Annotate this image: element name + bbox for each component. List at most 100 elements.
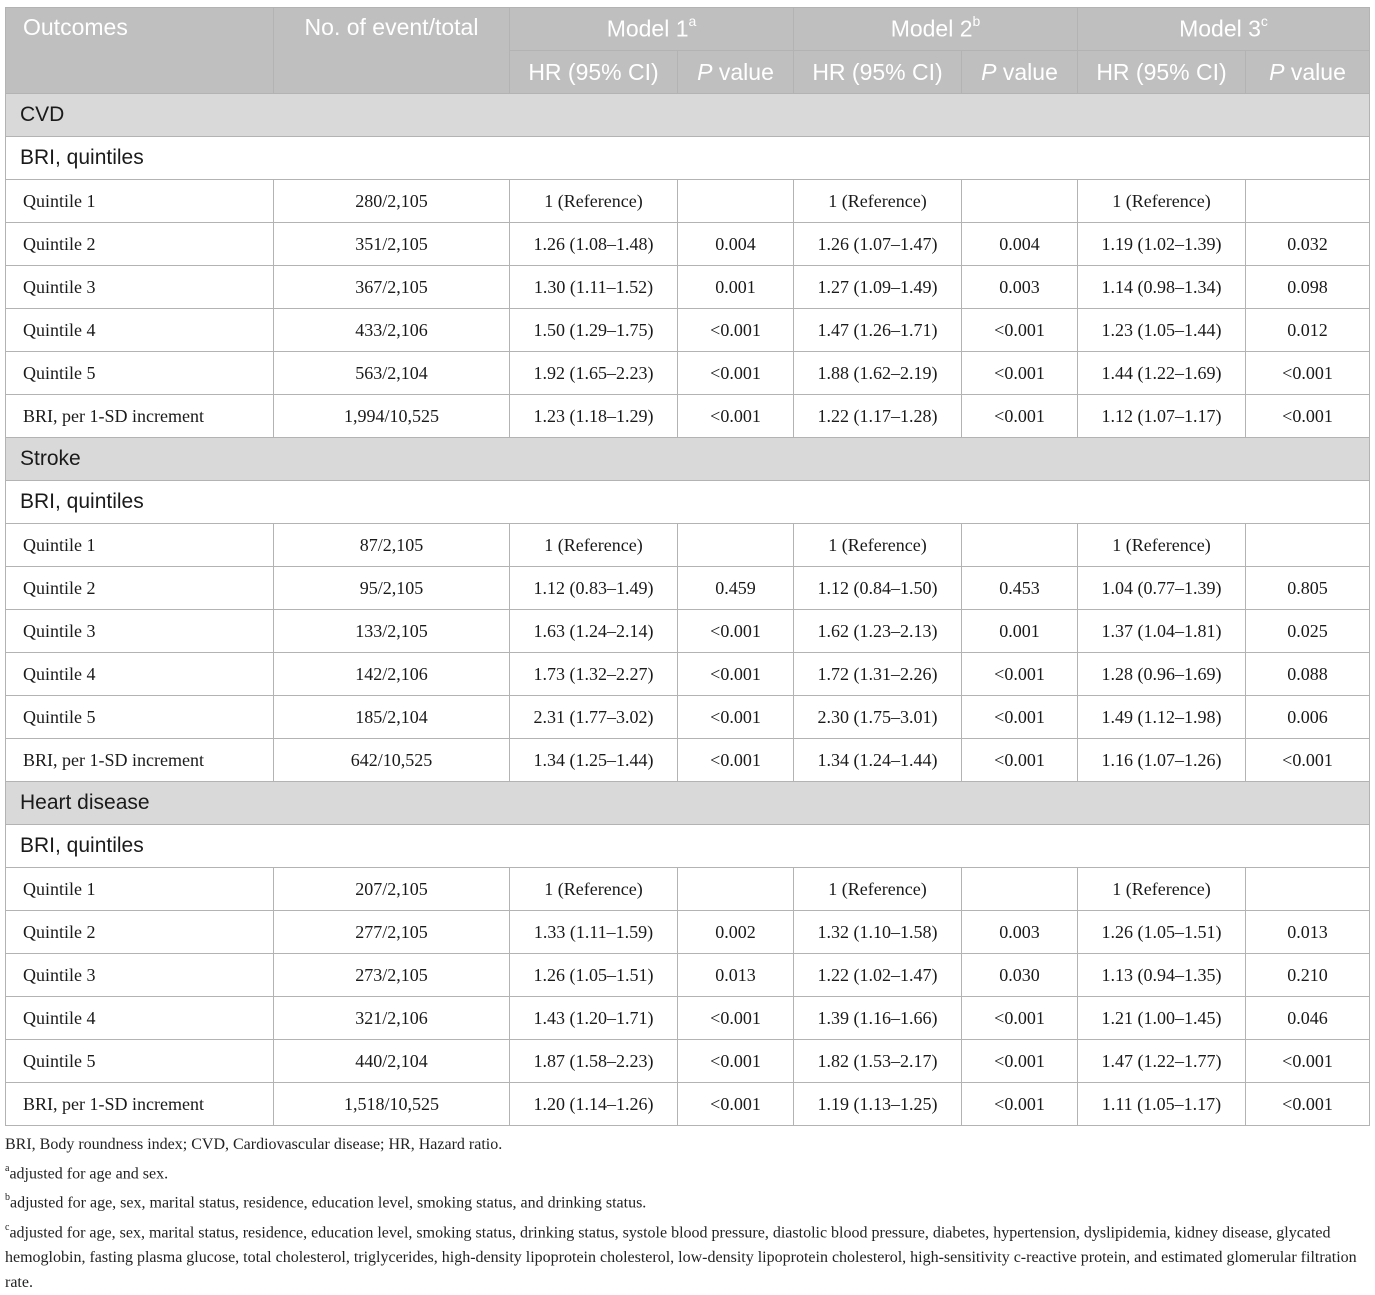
cell-p-value: 0.088 bbox=[1244, 652, 1371, 696]
header-outcomes: Outcomes bbox=[5, 7, 274, 94]
table-row: Quintile 5 185/2,104 2.31 (1.77–3.02) <0.00… bbox=[5, 695, 1371, 739]
row-label: Quintile 5 bbox=[5, 351, 274, 395]
hazard-ratio-table: Outcomes No. of event/total Model 1a Mod… bbox=[4, 7, 1371, 1126]
cell-p-value: <0.001 bbox=[677, 652, 794, 696]
row-label: Quintile 4 bbox=[5, 996, 274, 1040]
cell-hr: 1.20 (1.14–1.26) bbox=[509, 1082, 678, 1126]
cell-hr: 1 (Reference) bbox=[509, 523, 678, 567]
cell-hr: 1.27 (1.09–1.49) bbox=[793, 265, 962, 309]
row-label: Quintile 2 bbox=[5, 222, 274, 266]
header-row-metrics: HR (95% CI) P value HR (95% CI) P value … bbox=[6, 50, 1371, 94]
table-row: BRI, per 1-SD increment 1,994/10,525 1.23 … bbox=[5, 394, 1371, 438]
section-title: CVD bbox=[4, 93, 1371, 137]
cell-p-value: 0.006 bbox=[1244, 695, 1371, 739]
footnote-a-mark: a bbox=[5, 1163, 10, 1174]
cell-hr: 1.13 (0.94–1.35) bbox=[1077, 953, 1246, 997]
section-title: Heart disease bbox=[4, 781, 1371, 825]
cell-hr: 1.37 (1.04–1.81) bbox=[1077, 609, 1246, 653]
footnote-c-mark: c bbox=[5, 1221, 10, 1233]
subsection-title: BRI, quintiles bbox=[4, 824, 1371, 868]
row-events: 273/2,105 bbox=[273, 953, 510, 997]
header-row-models: Outcomes No. of event/total Model 1a Mod… bbox=[5, 7, 1371, 94]
section-row: Stroke bbox=[4, 437, 1371, 481]
cell-hr: 1.12 (1.07–1.17) bbox=[1077, 394, 1246, 438]
table-row: Quintile 3 273/2,105 1.26 (1.05–1.51) 0.013… bbox=[5, 953, 1371, 997]
cell-p-value: <0.001 bbox=[677, 394, 794, 438]
row-label: BRI, per 1-SD increment bbox=[5, 394, 274, 438]
cell-p-value: 0.004 bbox=[961, 222, 1078, 266]
cell-hr: 1.23 (1.05–1.44) bbox=[1077, 308, 1246, 352]
cell-p-value bbox=[677, 523, 794, 567]
cell-hr: 1.72 (1.31–2.26) bbox=[793, 652, 962, 696]
row-events: 367/2,105 bbox=[273, 265, 510, 309]
cell-hr: 1.33 (1.11–1.59) bbox=[509, 910, 678, 954]
row-label: Quintile 3 bbox=[5, 609, 274, 653]
cell-hr: 1.12 (0.84–1.50) bbox=[793, 566, 962, 610]
row-events: 87/2,105 bbox=[273, 523, 510, 567]
cell-hr: 1.11 (1.05–1.17) bbox=[1077, 1082, 1246, 1126]
table-row: Quintile 5 563/2,104 1.92 (1.65–2.23) <0.00… bbox=[5, 351, 1371, 395]
row-events: 142/2,106 bbox=[273, 652, 510, 696]
footnote-a-text: adjusted for age and sex. bbox=[9, 1165, 169, 1183]
cell-p-value: 0.004 bbox=[677, 222, 794, 266]
cell-hr: 1.62 (1.23–2.13) bbox=[793, 609, 962, 653]
header-p-2: P value bbox=[961, 50, 1078, 94]
cell-p-value: <0.001 bbox=[961, 695, 1078, 739]
cell-p-value: <0.001 bbox=[1244, 351, 1371, 395]
row-events: 1,518/10,525 bbox=[273, 1082, 510, 1126]
p-italic: P bbox=[981, 58, 997, 85]
cell-hr: 1.47 (1.22–1.77) bbox=[1077, 1039, 1246, 1083]
table-row: Quintile 1 280/2,105 1 (Reference) 1 (Refer… bbox=[5, 179, 1371, 223]
row-label: BRI, per 1-SD increment bbox=[5, 1082, 274, 1126]
header-hr-2: HR (95% CI) bbox=[793, 50, 962, 94]
cell-hr: 2.30 (1.75–3.01) bbox=[793, 695, 962, 739]
cell-hr: 1.39 (1.16–1.66) bbox=[793, 996, 962, 1040]
p-rest: value bbox=[712, 58, 774, 85]
row-events: 642/10,525 bbox=[273, 738, 510, 782]
cell-p-value: 0.046 bbox=[1244, 996, 1371, 1040]
footnote-c: cadjusted for age, sex, marital status, … bbox=[5, 1216, 1369, 1295]
cell-hr: 1.50 (1.29–1.75) bbox=[509, 308, 678, 352]
cell-hr: 1 (Reference) bbox=[793, 867, 962, 911]
p-rest: value bbox=[996, 58, 1058, 85]
cell-hr: 1.63 (1.24–2.14) bbox=[509, 609, 678, 653]
table-row: Quintile 4 142/2,106 1.73 (1.32–2.27) <0.00… bbox=[5, 652, 1371, 696]
cell-hr: 1.22 (1.02–1.47) bbox=[793, 953, 962, 997]
cell-hr: 1.19 (1.02–1.39) bbox=[1077, 222, 1246, 266]
cell-p-value: <0.001 bbox=[677, 308, 794, 352]
cell-hr: 1.26 (1.07–1.47) bbox=[793, 222, 962, 266]
cell-p-value: <0.001 bbox=[961, 738, 1078, 782]
row-events: 277/2,105 bbox=[273, 910, 510, 954]
cell-p-value: <0.001 bbox=[677, 1039, 794, 1083]
cell-p-value: <0.001 bbox=[1244, 394, 1371, 438]
cell-hr: 1.47 (1.26–1.71) bbox=[793, 308, 962, 352]
subsection-row: BRI, quintiles bbox=[4, 136, 1371, 180]
model-2-label: Model 2 bbox=[890, 15, 973, 42]
table-row: Quintile 1 207/2,105 1 (Reference) 1 (Refer… bbox=[5, 867, 1371, 911]
cell-hr: 1 (Reference) bbox=[1077, 867, 1246, 911]
table-row: Quintile 3 367/2,105 1.30 (1.11–1.52) 0.001… bbox=[5, 265, 1371, 309]
p-italic: P bbox=[1269, 58, 1285, 85]
cell-p-value: <0.001 bbox=[677, 738, 794, 782]
cell-p-value bbox=[677, 867, 794, 911]
cell-hr: 1.43 (1.20–1.71) bbox=[509, 996, 678, 1040]
footnote-b-text: adjusted for age, sex, marital status, r… bbox=[10, 1194, 647, 1212]
header-events: No. of event/total bbox=[273, 7, 510, 94]
cell-p-value: 0.025 bbox=[1244, 609, 1371, 653]
cell-p-value: 0.032 bbox=[1244, 222, 1371, 266]
row-label: Quintile 1 bbox=[5, 523, 274, 567]
cell-hr: 1.44 (1.22–1.69) bbox=[1077, 351, 1246, 395]
p-italic: P bbox=[697, 58, 713, 85]
cell-hr: 1.88 (1.62–2.19) bbox=[793, 351, 962, 395]
subsection-title: BRI, quintiles bbox=[4, 480, 1371, 524]
cell-p-value bbox=[961, 523, 1078, 567]
cell-p-value: <0.001 bbox=[961, 652, 1078, 696]
cell-hr: 1.19 (1.13–1.25) bbox=[793, 1082, 962, 1126]
row-events: 133/2,105 bbox=[273, 609, 510, 653]
cell-p-value: 0.210 bbox=[1244, 953, 1371, 997]
row-events: 440/2,104 bbox=[273, 1039, 510, 1083]
row-label: Quintile 2 bbox=[5, 910, 274, 954]
header-hr-1: HR (95% CI) bbox=[509, 50, 678, 94]
header-hr-3: HR (95% CI) bbox=[1077, 50, 1246, 94]
cell-hr: 1.34 (1.24–1.44) bbox=[793, 738, 962, 782]
